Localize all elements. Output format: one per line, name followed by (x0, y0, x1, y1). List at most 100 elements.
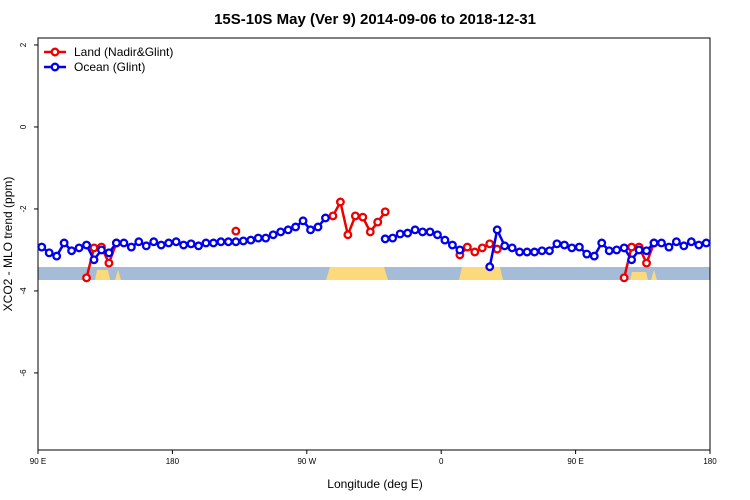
land-strip (459, 267, 503, 280)
data-point (507, 243, 517, 253)
data-point (313, 222, 323, 232)
data-point (627, 242, 637, 252)
data-point (642, 246, 651, 256)
data-point (686, 237, 696, 247)
chart-title: 15S-10S May (Ver 9) 2014-09-06 to 2018-1… (214, 11, 536, 28)
x-tick-label: 90 W (297, 457, 316, 466)
data-point (111, 238, 121, 248)
data-point (657, 238, 666, 248)
data-point (701, 238, 711, 248)
land-strip (95, 270, 110, 280)
data-point (209, 238, 218, 248)
x-tick-label: 180 (166, 457, 180, 466)
data-point (433, 230, 442, 240)
data-point (567, 243, 577, 253)
data-point (462, 242, 472, 252)
data-point (671, 237, 681, 247)
land-strip (630, 272, 648, 280)
data-point (186, 239, 196, 249)
data-point (425, 227, 435, 237)
data-point (530, 247, 539, 257)
data-point (470, 247, 480, 257)
data-point (582, 249, 592, 259)
data-point (164, 238, 174, 248)
y-tick-label: 0 (19, 124, 28, 129)
data-point (552, 239, 562, 249)
data-point (395, 229, 405, 239)
data-point (306, 225, 315, 235)
data-point (216, 237, 226, 247)
x-tick-label: 0 (439, 457, 444, 466)
data-point (612, 245, 622, 255)
data-point (500, 241, 510, 251)
data-point (328, 211, 338, 221)
data-point (694, 240, 704, 250)
data-point (37, 242, 47, 252)
series-line (40, 217, 327, 263)
y-tick-label: 2 (19, 42, 28, 47)
data-point (268, 230, 278, 240)
data-point (410, 225, 420, 235)
data-point (403, 228, 413, 238)
data-point (291, 222, 301, 232)
data-point (119, 238, 129, 248)
land-strip (326, 267, 388, 280)
data-point (298, 216, 308, 226)
data-point (82, 273, 91, 283)
data-point (335, 197, 345, 207)
data-point (649, 238, 659, 248)
data-point (74, 243, 84, 253)
data-point (104, 248, 114, 258)
data-point (149, 237, 159, 247)
y-tick-label: -2 (19, 205, 28, 213)
data-point (261, 233, 271, 243)
data-point (231, 237, 241, 247)
data-point (126, 242, 136, 252)
data-point (477, 243, 487, 253)
data-point (97, 245, 106, 255)
data-point (104, 258, 114, 268)
data-point (358, 212, 368, 222)
data-point (440, 235, 450, 245)
data-point (283, 225, 293, 235)
data-point (365, 227, 375, 237)
data-point (679, 241, 689, 251)
data-point (485, 262, 495, 272)
data-point (559, 240, 569, 250)
data-point (350, 211, 360, 221)
data-point (238, 236, 248, 246)
x-tick-label: 90 E (30, 457, 46, 466)
data-point (156, 240, 166, 250)
data-point (52, 251, 62, 261)
data-point (447, 240, 457, 250)
data-point (253, 233, 263, 243)
data-point (89, 243, 99, 253)
data-point (380, 207, 390, 217)
data-point (89, 255, 99, 265)
data-point (619, 243, 629, 253)
data-point (574, 242, 584, 252)
data-point (179, 240, 189, 250)
data-point (343, 230, 353, 240)
data-point (201, 238, 211, 248)
data-point (492, 225, 502, 235)
data-point (634, 245, 644, 255)
data-point (545, 246, 554, 256)
data-point (597, 238, 607, 248)
data-point (522, 247, 532, 257)
data-point (455, 245, 465, 255)
land-strip (115, 270, 121, 280)
land-ocean-strip (38, 267, 710, 280)
y-axis-label: XCO2 - MLO trend (ppm) (1, 177, 15, 312)
series-line (488, 225, 707, 267)
y-tick-label: -6 (19, 369, 28, 377)
data-point (373, 217, 383, 227)
data-point (141, 241, 151, 251)
data-point (231, 226, 241, 236)
data-point (589, 251, 599, 261)
data-point (604, 246, 614, 256)
x-axis-label: Longitude (deg E) (327, 477, 422, 491)
y-tick-label: -4 (19, 287, 28, 295)
data-point (246, 235, 256, 245)
